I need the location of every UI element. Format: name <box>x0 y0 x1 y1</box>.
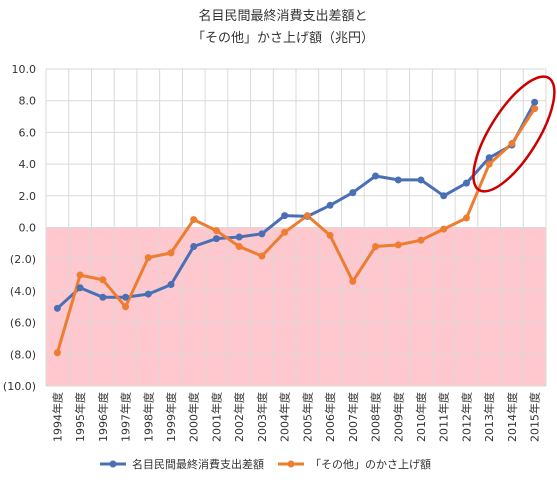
x-tick-label: 2006年度 <box>323 392 337 442</box>
x-tick-label: 1999年度 <box>164 392 178 442</box>
series-1-point <box>462 179 470 187</box>
y-tick-label: (6.0) <box>10 317 36 330</box>
series-1-point <box>349 189 357 197</box>
x-tick-label: 1998年度 <box>141 392 155 442</box>
series-1-point <box>258 230 266 238</box>
series-line-2 <box>55 107 536 354</box>
series-2-point <box>485 160 493 168</box>
x-tick-label: 2007年度 <box>346 392 360 442</box>
x-tick-label: 2015年度 <box>528 392 542 442</box>
series-1-point <box>440 192 448 200</box>
x-tick-label: 2003年度 <box>255 392 269 442</box>
x-tick-label: 2009年度 <box>391 392 405 442</box>
y-tick-label: 10.0 <box>12 63 37 76</box>
series-2-point <box>508 139 516 147</box>
series-2-point <box>440 225 448 233</box>
series-1-point <box>99 293 107 301</box>
y-tick-label: 6.0 <box>19 126 37 139</box>
y-tick-label: 0.0 <box>19 222 37 235</box>
series-2-point <box>122 303 130 311</box>
legend-label-2: 「その他」のかさ上げ額 <box>310 458 431 471</box>
x-tick-label: 1995年度 <box>73 392 87 442</box>
x-tick-label: 2000年度 <box>187 392 201 442</box>
y-tick-label: (4.0) <box>10 285 36 298</box>
x-tick-label: 1996年度 <box>96 392 110 442</box>
chart-title-line-1: 名目民間最終消費支出差額と <box>198 8 367 24</box>
y-tick-label: (10.0) <box>3 380 36 393</box>
series-1-point <box>485 154 493 162</box>
series-2-point <box>76 271 84 279</box>
series-2-point <box>235 243 243 251</box>
series-1-point <box>167 281 175 289</box>
chart-title-line-2: 「その他」かさ上げ額（兆円） <box>192 31 374 46</box>
legend-label-1: 名目民間最終消費支出差額 <box>132 457 264 471</box>
legend: 名目民間最終消費支出差額 「その他」のかさ上げ額 <box>100 457 431 471</box>
x-tick-label: 2008年度 <box>369 392 383 442</box>
y-tick-label: (2.0) <box>10 253 36 266</box>
series-2-point <box>462 214 470 222</box>
x-tick-label: 1994年度 <box>50 392 64 442</box>
series-2-point <box>53 349 61 357</box>
series-1-point <box>372 172 380 180</box>
x-tick-label: 2001年度 <box>209 392 223 442</box>
series-1-point <box>53 304 61 312</box>
x-tick-label: 2004年度 <box>278 392 292 442</box>
x-tick-label: 2010年度 <box>414 392 428 442</box>
annotation-group <box>472 75 556 193</box>
x-axis-ticks: 1994年度 1995年度 1996年度 1997年度 1998年度 1999年度 2000… <box>50 392 541 442</box>
y-tick-label: (8.0) <box>10 348 36 361</box>
series-2-point <box>349 277 357 285</box>
series-1-point <box>235 233 243 241</box>
series-2-point <box>258 252 266 260</box>
series-2-point <box>144 254 152 262</box>
series-2-point <box>394 241 402 249</box>
series-2-point <box>531 105 539 113</box>
legend-swatch-marker-2 <box>287 460 295 468</box>
series-2-point <box>326 231 334 239</box>
legend-swatch-marker-1 <box>109 460 117 468</box>
series-1-point <box>190 243 198 251</box>
x-tick-label: 1997年度 <box>119 392 133 442</box>
x-tick-label: 2012年度 <box>459 392 473 442</box>
series-1-point <box>281 212 289 220</box>
series-2-point <box>167 249 175 257</box>
x-tick-label: 2013年度 <box>482 392 496 442</box>
y-tick-label: 8.0 <box>19 95 37 108</box>
series-2-point <box>212 227 220 235</box>
series-2-point <box>281 228 289 236</box>
series-group <box>53 98 539 357</box>
series-2-point <box>372 243 380 251</box>
series-1-point <box>212 235 220 243</box>
y-axis-ticks: 10.0 8.0 6.0 4.0 2.0 0.0 (2.0) (4.0) (6.0) (8.0) (… <box>3 63 36 393</box>
series-1-point <box>394 176 402 184</box>
highlight-ellipse <box>472 75 556 193</box>
x-tick-label: 2011年度 <box>437 392 451 442</box>
series-1-point <box>76 284 84 292</box>
series-2-point <box>303 212 311 220</box>
x-tick-label: 2005年度 <box>300 392 314 442</box>
gridlines <box>45 68 547 387</box>
y-tick-label: 4.0 <box>19 158 37 171</box>
series-2-point <box>190 216 198 224</box>
series-1-point <box>326 201 334 209</box>
y-tick-label: 2.0 <box>19 190 37 203</box>
series-1-point <box>417 176 425 184</box>
series-1-point <box>144 290 152 298</box>
series-line-1 <box>56 101 536 310</box>
x-tick-label: 2014年度 <box>505 392 519 442</box>
series-2-point <box>417 236 425 244</box>
series-1-point <box>531 98 539 106</box>
series-1-point <box>122 293 130 301</box>
x-tick-label: 2002年度 <box>232 392 246 442</box>
series-2-point <box>99 276 107 284</box>
